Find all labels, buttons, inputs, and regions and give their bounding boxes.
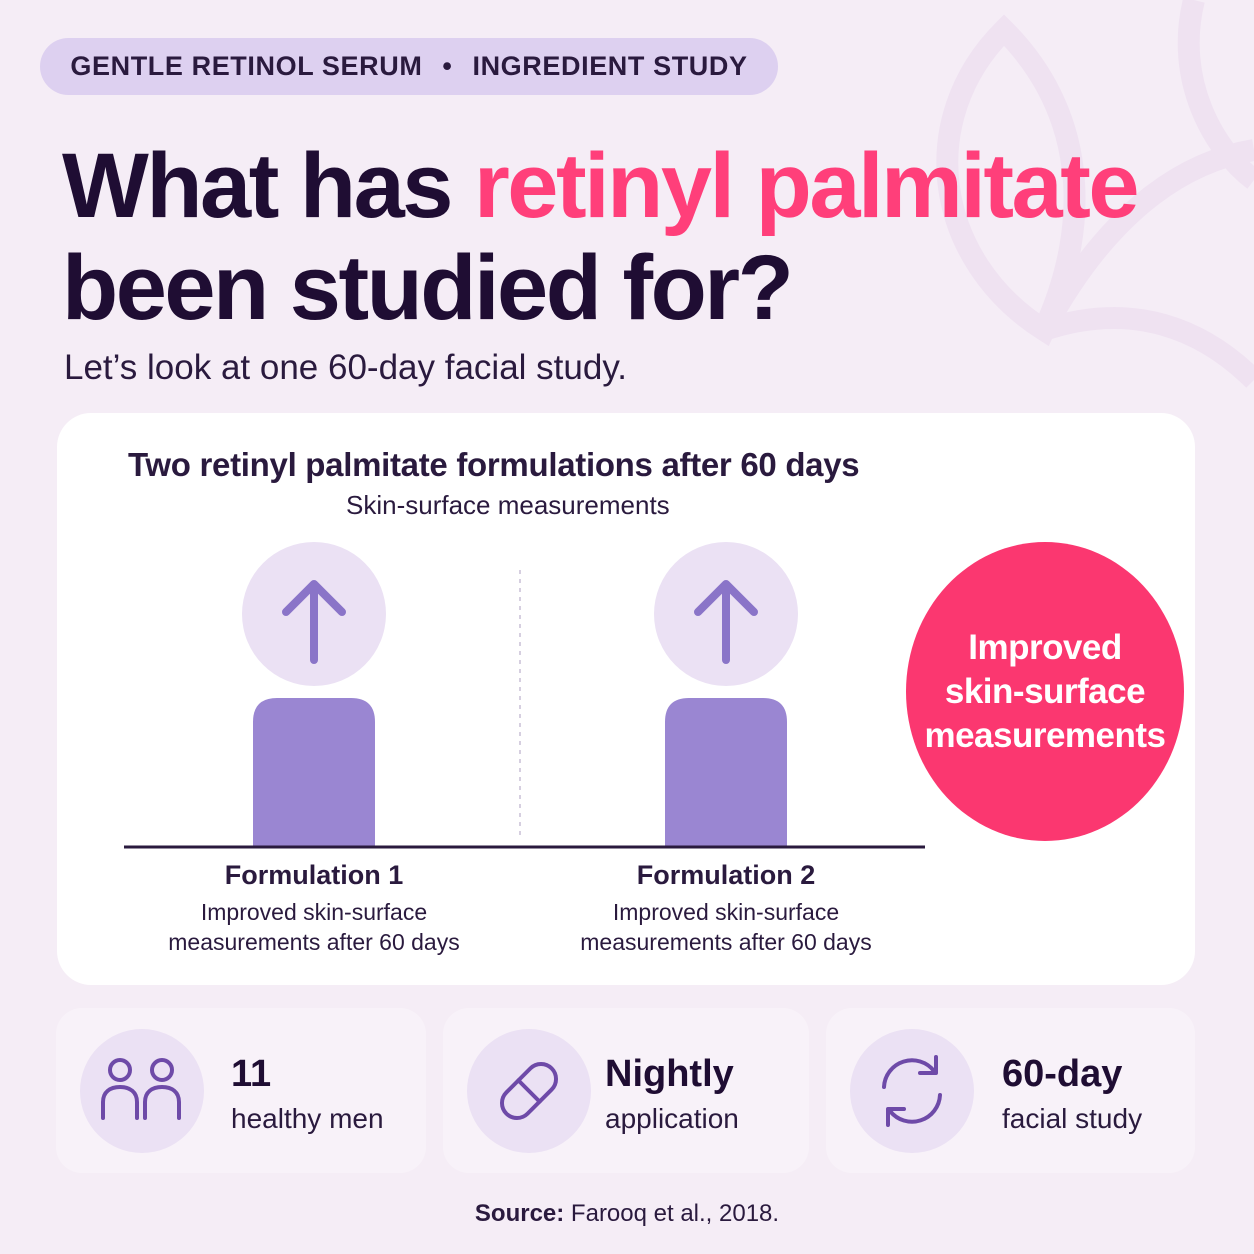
result-badge: Improved skin-surface measurements (906, 542, 1184, 841)
source-label: Source: (474, 1200, 565, 1227)
page-title: What has retinyl palmitate been studied … (62, 135, 1212, 339)
pill-product: GENTLE RETINOL SERUM (70, 51, 423, 81)
bar-label-1: Formulation 1 Improved skin-surface measu… (134, 860, 494, 957)
chart-subtitle: Skin-surface measurements (346, 490, 670, 520)
pill-topic: INGREDIENT STUDY (472, 51, 748, 81)
stat-card-duration: 60-day facial study (826, 1008, 1195, 1173)
stat-card-application: Nightly application (443, 1008, 809, 1173)
arrow-up-icon (282, 580, 346, 664)
category-label: Formulation 2 (636, 860, 816, 890)
source-text: Farooq et al., 2018. (564, 1200, 780, 1227)
stat-label: healthy men (231, 1103, 384, 1134)
badge-line-3: measurements (924, 715, 1166, 755)
arrow-up-icon (694, 580, 758, 664)
chart (124, 542, 925, 849)
source-citation: Source: Farooq et al., 2018. (0, 1200, 1254, 1228)
subtitle: Let’s look at one 60-day facial study. (64, 348, 627, 387)
chart-title: Two retinyl palmitate formulations after… (128, 446, 860, 483)
category-description: Improved skin-surface measurements after… (168, 899, 460, 955)
badge-line-2: skin-surface (944, 671, 1146, 711)
category-description: Improved skin-surface measurements after… (580, 899, 872, 955)
badge-line-1: Improved (968, 627, 1122, 667)
pill-separator: • (442, 51, 453, 81)
stat-value: Nightly (605, 1053, 734, 1095)
people-icon (80, 1029, 204, 1153)
stat-card-participants: 11 healthy men (56, 1008, 426, 1173)
title-part-2: been studied for? (62, 237, 794, 339)
bar-2 (665, 698, 787, 847)
leaf-decoration-icon (936, 0, 1254, 388)
stat-value: 60-day (1002, 1053, 1123, 1095)
category-pill: GENTLE RETINOL SERUM • INGREDIENT STUDY (40, 38, 778, 95)
refresh-icon (850, 1029, 974, 1153)
bar-1 (253, 698, 375, 847)
bar-label-2: Formulation 2 Improved skin-surface measu… (546, 860, 906, 957)
stat-value: 11 (231, 1053, 272, 1095)
stat-label: facial study (1002, 1103, 1143, 1134)
stat-label: application (605, 1103, 739, 1134)
title-accent: retinyl palmitate (473, 135, 1140, 237)
title-part-1: What has (62, 135, 474, 237)
category-label: Formulation 1 (224, 860, 404, 890)
capsule-icon (467, 1029, 591, 1153)
